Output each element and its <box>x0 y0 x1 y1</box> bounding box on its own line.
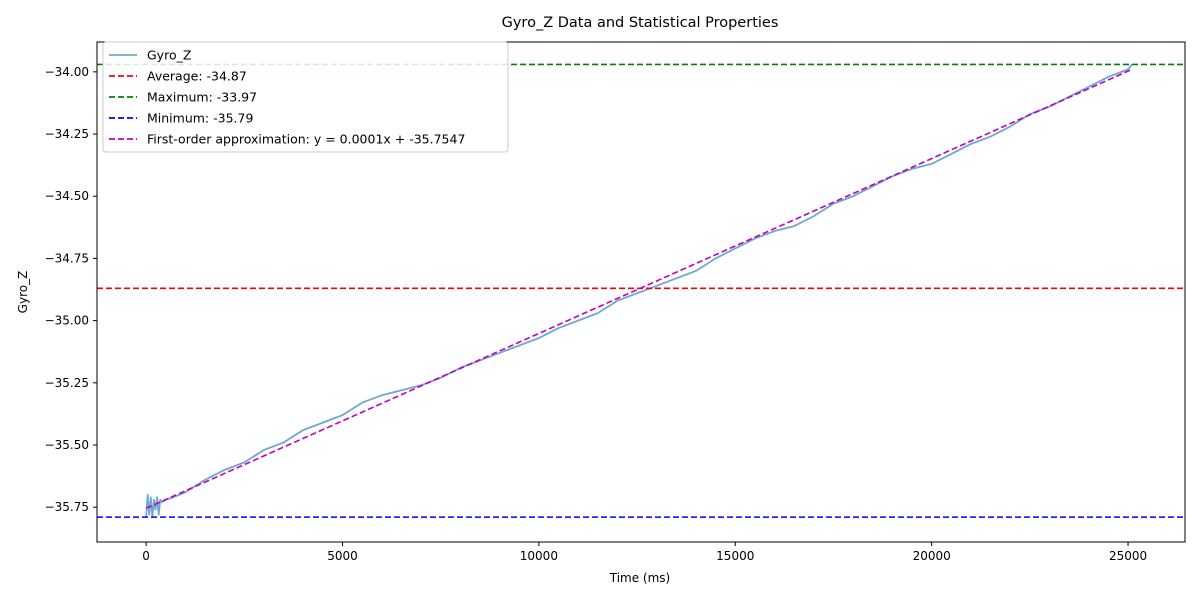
legend-label-4: First-order approximation: y = 0.0001x +… <box>147 132 465 147</box>
y-tick-label: −34.50 <box>45 189 89 203</box>
y-tick-label: −34.00 <box>45 65 89 79</box>
y-tick-label: −35.50 <box>45 438 89 452</box>
legend-label-1: Average: -34.87 <box>147 69 247 84</box>
legend-label-2: Maximum: -33.97 <box>147 90 257 105</box>
chart-title: Gyro_Z Data and Statistical Properties <box>502 15 779 31</box>
x-tick-label: 10000 <box>520 549 558 563</box>
legend-label-0: Gyro_Z <box>147 48 191 63</box>
x-tick-label: 20000 <box>913 549 951 563</box>
x-tick-label: 15000 <box>716 549 754 563</box>
y-axis: −34.00 −34.25 −34.50 −34.75 −35.00 −35.25 −35.… <box>45 65 97 514</box>
legend-label-3: Minimum: -35.79 <box>147 111 253 126</box>
x-tick-label: 0 <box>142 549 150 563</box>
legend: Gyro_Z Average: -34.87 Maximum: -33.97 Mini… <box>102 41 509 153</box>
x-axis-title: Time (ms) <box>609 571 671 585</box>
y-tick-label: −35.75 <box>45 500 89 514</box>
y-axis-title: Gyro_Z <box>16 271 30 314</box>
y-tick-label: −34.75 <box>45 251 89 265</box>
x-tick-label: 5000 <box>327 549 358 563</box>
x-tick-label: 25000 <box>1109 549 1147 563</box>
y-tick-label: −35.25 <box>45 376 89 390</box>
legend-box <box>102 41 509 153</box>
plot-frame <box>96 41 1186 543</box>
y-tick-label: −35.00 <box>45 314 89 328</box>
y-tick-label: −34.25 <box>45 127 89 141</box>
x-axis: 0 5000 10000 15000 20000 25000 <box>142 542 1147 563</box>
